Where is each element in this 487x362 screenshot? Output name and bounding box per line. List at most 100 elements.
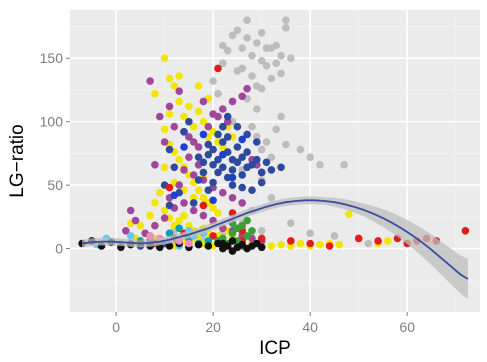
data-point <box>354 234 363 243</box>
data-point <box>199 168 208 177</box>
data-point <box>185 153 193 161</box>
data-point <box>252 39 261 47</box>
data-point <box>243 216 251 225</box>
data-point <box>209 77 217 85</box>
data-point <box>340 161 348 169</box>
data-point <box>228 97 237 106</box>
data-point <box>277 163 285 172</box>
data-point <box>194 82 203 90</box>
x-tick-label: 20 <box>205 319 221 335</box>
data-point <box>384 237 392 245</box>
data-point <box>189 122 198 131</box>
data-point <box>185 239 193 248</box>
x-tick-label: 40 <box>302 319 318 335</box>
data-point <box>189 199 198 207</box>
data-point <box>160 163 169 172</box>
data-point <box>126 232 135 240</box>
data-point <box>252 105 261 113</box>
data-point <box>189 171 198 179</box>
data-point <box>223 46 232 55</box>
data-point <box>335 240 344 249</box>
data-point <box>175 224 183 233</box>
data-point <box>219 41 227 50</box>
data-point <box>214 64 222 73</box>
data-point <box>165 145 174 154</box>
data-point <box>243 34 251 42</box>
data-point <box>223 112 232 121</box>
data-point <box>151 89 159 98</box>
data-point <box>287 219 295 227</box>
data-point <box>165 183 174 192</box>
data-point <box>214 89 222 98</box>
data-point <box>165 242 174 250</box>
data-point <box>233 26 242 35</box>
data-point <box>282 140 290 149</box>
data-point <box>214 209 222 217</box>
data-point <box>194 107 203 116</box>
data-point <box>228 166 237 174</box>
data-point <box>243 84 251 93</box>
data-point <box>214 130 222 139</box>
data-point <box>374 237 382 245</box>
data-point <box>243 130 251 139</box>
data-point <box>257 243 266 252</box>
data-point <box>306 153 315 161</box>
data-point <box>160 214 169 222</box>
data-point <box>146 211 154 220</box>
data-point <box>257 84 266 93</box>
data-point <box>185 117 193 126</box>
data-point <box>219 239 227 248</box>
data-point <box>180 211 188 220</box>
data-point <box>204 150 213 159</box>
y-tick-label: 0 <box>55 241 63 257</box>
data-point <box>180 166 188 174</box>
data-point <box>262 158 271 167</box>
panel-background <box>70 10 480 312</box>
data-point <box>170 122 179 131</box>
data-point <box>194 143 203 151</box>
data-point <box>204 122 213 131</box>
data-point <box>151 221 159 230</box>
data-point <box>146 232 154 240</box>
data-point <box>209 196 217 205</box>
data-point <box>243 16 251 25</box>
data-point <box>248 122 256 131</box>
data-point <box>306 229 315 238</box>
data-point <box>209 204 217 212</box>
data-point <box>180 143 188 151</box>
data-point <box>175 216 183 225</box>
data-point <box>209 178 217 187</box>
data-point <box>306 239 315 248</box>
data-point <box>219 188 227 197</box>
data-point <box>175 155 183 164</box>
data-point <box>238 171 246 179</box>
data-point <box>287 54 295 62</box>
data-point <box>257 227 266 235</box>
data-point <box>185 102 193 111</box>
data-point <box>277 51 285 60</box>
data-point <box>209 145 217 154</box>
data-point <box>282 16 290 25</box>
data-point <box>272 59 281 68</box>
data-point <box>252 138 261 146</box>
data-point <box>189 138 198 146</box>
data-point <box>165 229 174 238</box>
data-point <box>248 227 256 235</box>
data-point <box>170 191 179 200</box>
data-point <box>277 240 285 249</box>
data-point <box>126 206 135 215</box>
data-point <box>233 122 242 131</box>
data-point <box>238 221 246 230</box>
data-point <box>219 59 227 68</box>
y-tick-label: 50 <box>47 177 63 193</box>
data-point <box>131 216 140 225</box>
data-point <box>180 199 188 207</box>
y-tick-label: 150 <box>40 50 64 66</box>
data-point <box>214 112 222 121</box>
data-point <box>238 135 246 144</box>
data-point <box>223 133 232 141</box>
x-axis-title: ICP <box>259 338 291 359</box>
data-point <box>136 221 145 230</box>
smooth-trend-line <box>81 199 469 280</box>
x-tick-label: 0 <box>112 319 120 335</box>
